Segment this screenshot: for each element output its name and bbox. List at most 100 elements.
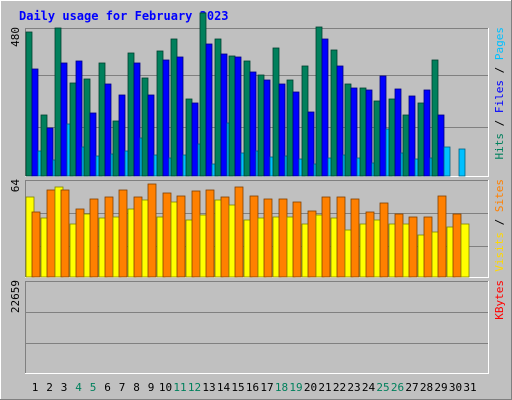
bar-files-day-26: [394, 88, 402, 177]
x-tick-label: 17: [260, 381, 273, 394]
bar-visits-day-31: [460, 223, 470, 278]
bar-sites-day-24: [365, 211, 375, 278]
x-tick-label: 2: [46, 381, 53, 394]
x-tick-label: 3: [61, 381, 68, 394]
bar-sites-day-26: [394, 213, 404, 278]
bar-pages-day-30: [458, 148, 466, 177]
bar-files-day-4: [75, 60, 83, 177]
bar-hits-day-14: [214, 38, 222, 177]
x-tick-label: 1: [32, 381, 39, 394]
bar-hits-day-1: [25, 31, 33, 177]
bar-files-day-22: [336, 65, 344, 177]
bar-files-day-25: [379, 75, 387, 177]
bar-hits-day-6: [98, 62, 106, 177]
bar-sites-day-30: [452, 213, 462, 278]
legend-entry: Visits: [493, 232, 506, 272]
bar-hits-day-23: [344, 83, 352, 177]
bar-files-day-28: [423, 89, 431, 177]
legend-entry: Pages: [493, 27, 506, 60]
bar-hits-day-29: [431, 59, 439, 177]
bar-files-day-13: [205, 43, 213, 177]
x-tick-label: 9: [148, 381, 155, 394]
y-max-label: 480: [9, 27, 22, 47]
bar-sites-day-5: [89, 198, 99, 278]
bar-hits-day-16: [243, 60, 251, 177]
bar-files-day-17: [263, 79, 271, 177]
legend-entry: /: [493, 212, 506, 232]
bar-sites-day-21: [321, 196, 331, 278]
bar-hits-day-3: [54, 27, 62, 177]
bar-files-day-9: [147, 94, 155, 177]
bar-hits-day-8: [127, 52, 135, 177]
x-tick-label: 10: [159, 381, 172, 394]
bar-files-day-24: [365, 89, 373, 177]
bar-hits-day-17: [257, 74, 265, 177]
bar-hits-day-11: [170, 38, 178, 177]
x-tick-label: 24: [362, 381, 376, 394]
bar-files-day-29: [437, 114, 445, 177]
series-legend: Visits / Sites: [493, 179, 506, 272]
x-tick-label: 19: [289, 381, 302, 394]
bar-files-day-10: [162, 59, 170, 177]
bar-sites-day-29: [437, 195, 447, 278]
bar-files-day-19: [292, 91, 300, 177]
x-tick-label: 6: [104, 381, 111, 394]
panel-2: 64 Visits / Sites: [9, 179, 506, 278]
bar-hits-day-19: [286, 79, 294, 177]
bar-sites-day-9: [147, 183, 157, 278]
bar-sites-day-4: [75, 208, 85, 278]
x-tick-label: 21: [318, 381, 331, 394]
bar-sites-day-8: [133, 196, 143, 278]
x-tick-label: 23: [347, 381, 360, 394]
x-tick-label: 20: [304, 381, 317, 394]
bar-sites-day-16: [249, 195, 259, 278]
y-max-label: 22659: [9, 280, 22, 313]
bar-files-day-18: [278, 83, 286, 177]
bar-files-day-16: [249, 71, 257, 177]
bar-sites-day-1: [31, 211, 41, 278]
legend-entry: /: [493, 60, 506, 80]
x-tick-label: 25: [376, 381, 389, 394]
bar-files-day-21: [321, 38, 329, 177]
series-legend: KBytes: [493, 280, 506, 320]
bar-sites-day-2: [46, 189, 56, 278]
y-max-label: 64: [9, 179, 22, 193]
bar-files-day-27: [408, 95, 416, 177]
x-tick-label: 12: [188, 381, 201, 394]
bar-hits-day-5: [83, 78, 91, 177]
x-axis-labels: 1 2 3 4 5 6 7 8 9 10 11 12 13 14 15 16 17 18 19 20 21 22 23 24 2…: [32, 381, 477, 394]
bar-hits-day-18: [272, 47, 280, 177]
bar-sites-day-13: [205, 189, 215, 278]
bar-files-day-14: [220, 53, 228, 177]
plot-area: [25, 281, 489, 374]
legend-entry: KBytes: [493, 280, 506, 320]
bar-sites-day-20: [307, 210, 317, 278]
bar-sites-day-17: [263, 198, 273, 278]
x-tick-label: 30: [449, 381, 462, 394]
legend-entry: Sites: [493, 179, 506, 212]
bar-files-day-7: [118, 94, 126, 177]
bar-sites-day-14: [220, 196, 230, 278]
bar-files-day-12: [191, 102, 199, 177]
x-tick-label: 26: [391, 381, 404, 394]
bar-files-day-6: [104, 83, 112, 177]
bar-files-day-1: [31, 68, 39, 177]
bar-hits-day-15: [228, 55, 236, 177]
bar-hits-day-13: [199, 12, 207, 177]
bar-sites-day-19: [292, 201, 302, 278]
bar-files-day-8: [133, 62, 141, 177]
bar-sites-day-23: [350, 198, 360, 278]
bar-sites-day-28: [423, 216, 433, 278]
bar-hits-day-20: [301, 65, 309, 177]
x-tick-label: 29: [434, 381, 447, 394]
bar-files-day-5: [89, 112, 97, 177]
bar-hits-day-27: [402, 114, 410, 177]
legend-entry: Files: [493, 80, 506, 113]
bar-hits-day-4: [69, 82, 77, 177]
panel-1: 480 Hits / Files / Pages: [9, 12, 506, 177]
x-tick-label: 8: [133, 381, 140, 394]
bar-files-day-11: [176, 56, 184, 177]
x-tick-label: 11: [173, 381, 186, 394]
chart-panels: 480 Hits / Files / Pages 64 Visits / Sites 2…: [9, 12, 506, 374]
x-tick-label: 13: [202, 381, 215, 394]
